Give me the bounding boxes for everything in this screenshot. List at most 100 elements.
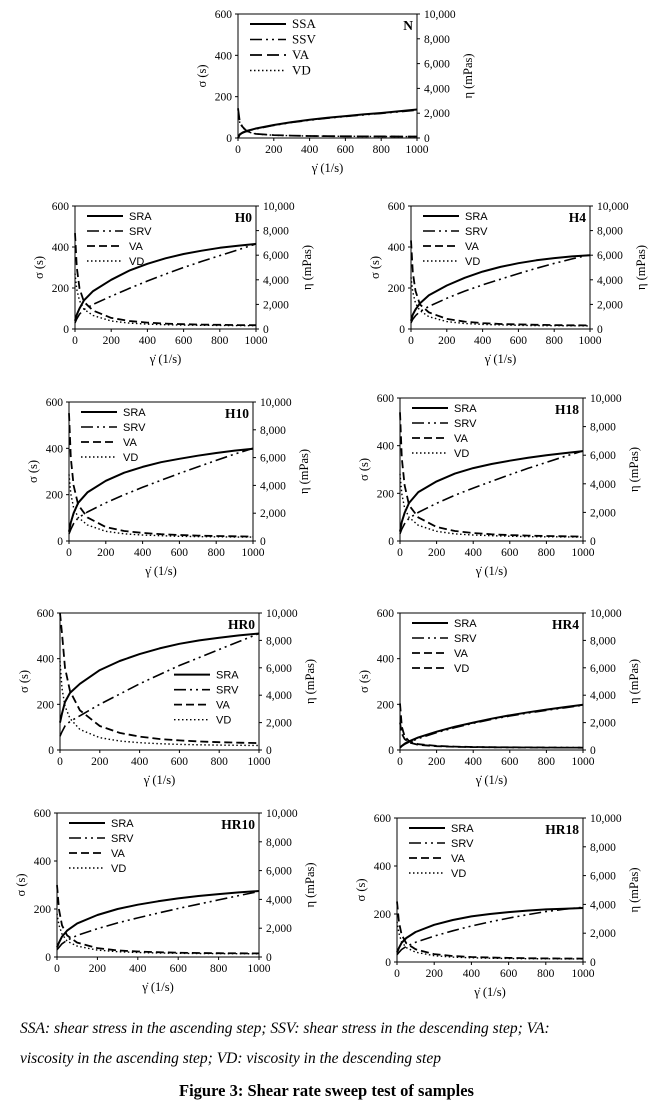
y2-tick-label: 6,000 (260, 453, 286, 465)
y-tick-label: 600 (388, 201, 406, 213)
y-tick-label: 400 (215, 50, 233, 62)
y2-axis-label: η (mPas) (634, 245, 648, 290)
legend-label: VD (454, 663, 469, 675)
y2-tick-label: 2,000 (263, 299, 289, 311)
y2-tick-label: 4,000 (597, 275, 623, 287)
x-tick-label: 1000 (248, 756, 271, 768)
legend: SRA SRV VA VD (81, 407, 146, 464)
y2-tick-label: 10,000 (260, 397, 292, 409)
y2-tick-label: 0 (266, 952, 272, 964)
y2-tick-label: 10,000 (266, 808, 298, 820)
x-tick-label: 1000 (248, 963, 271, 975)
y-tick-label: 200 (388, 283, 406, 295)
x-tick-label: 200 (91, 756, 109, 768)
legend-label: VA (111, 848, 126, 860)
y2-tick-label: 8,000 (424, 34, 450, 46)
y-axis-label: σ (s) (354, 878, 368, 901)
y2-tick-label: 0 (597, 324, 603, 336)
x-tick-label: 800 (546, 335, 564, 347)
y-tick-label: 600 (377, 608, 395, 620)
series-line-va (396, 901, 584, 960)
y-tick-label: 0 (63, 324, 69, 336)
panel-label: HR0 (228, 617, 255, 632)
legend: SRA SRV VA VD (409, 823, 474, 880)
series-line-srv (399, 450, 584, 535)
y2-tick-label: 8,000 (266, 837, 292, 849)
y-axis-label: σ (s) (368, 256, 382, 279)
y2-tick-label: 0 (266, 745, 272, 757)
legend: SRA SRV VA VD (69, 818, 134, 875)
y-tick-label: 200 (34, 904, 52, 916)
x-tick-label: 800 (538, 547, 556, 559)
series-line-vd (74, 273, 257, 327)
x-tick-label: 400 (139, 335, 157, 347)
legend: SRA SRV VA VD (423, 211, 488, 268)
panel-label: HR18 (545, 822, 579, 837)
legend-label: SRA (451, 823, 474, 835)
series-line-va (399, 412, 584, 538)
x-tick-label: 800 (211, 335, 229, 347)
legend-label: SSV (292, 32, 316, 47)
series-line-srv (399, 704, 584, 749)
x-tick-label: 0 (235, 144, 241, 156)
legend: SRA SRV VA VD (87, 211, 152, 268)
y2-tick-label: 4,000 (260, 480, 286, 492)
y-axis-label: σ (s) (32, 256, 46, 279)
series-line-sra (396, 907, 584, 953)
x-tick-label: 1000 (245, 335, 268, 347)
plot-frame (399, 612, 584, 751)
y2-axis-label: η (mPas) (627, 447, 641, 492)
y2-tick-label: 6,000 (597, 250, 623, 262)
figure-caption: SSA: shear stress in the ascending step;… (20, 1014, 635, 1074)
series-line-vd (399, 722, 584, 749)
legend-label: SRV (129, 226, 152, 238)
y2-tick-label: 2,000 (590, 928, 616, 940)
y2-tick-label: 0 (590, 745, 596, 757)
series-line-srv (68, 447, 254, 535)
y-tick-label: 0 (399, 324, 405, 336)
legend-label: VA (451, 853, 466, 865)
x-axis-label: γ̇ (1/s) (473, 985, 506, 999)
y2-tick-label: 2,000 (597, 299, 623, 311)
series-line-sra (410, 254, 591, 322)
legend-label: VA (129, 241, 144, 253)
x-tick-label: 0 (66, 547, 72, 559)
legend-label: VD (454, 448, 469, 460)
y-tick-label: 600 (52, 201, 70, 213)
x-tick-label: 0 (72, 335, 78, 347)
y2-axis-label: η (mPas) (627, 659, 641, 704)
chart-panel-h10: 0 200 400 600 800 1000020040060002,0004,0006,… (26, 397, 311, 578)
series-line-va (59, 612, 260, 744)
y2-tick-label: 10,000 (263, 201, 295, 213)
x-tick-label: 1000 (579, 335, 602, 347)
y-tick-label: 600 (46, 397, 64, 409)
x-tick-label: 800 (373, 144, 391, 156)
plot-frame (410, 205, 591, 330)
legend-label: SRV (216, 685, 239, 697)
y-axis-label: σ (s) (17, 670, 31, 693)
y2-tick-label: 2,000 (266, 718, 292, 730)
y-tick-label: 200 (215, 92, 233, 104)
y2-axis-label: η (mPas) (461, 53, 475, 98)
y-tick-label: 0 (388, 745, 394, 757)
x-tick-label: 200 (89, 963, 107, 975)
series-line-sra (56, 890, 260, 948)
series-line-vd (68, 474, 254, 538)
series-line-srv (396, 906, 584, 956)
y-axis-label: σ (s) (357, 458, 371, 481)
y-axis-label: σ (s) (14, 873, 28, 896)
y-tick-label: 400 (37, 654, 55, 666)
x-tick-label: 200 (428, 756, 446, 768)
chart-panel-hr4: 0 200 400 600 800 1000020040060002,0004,0006,… (357, 608, 641, 787)
legend-label: SRA (454, 618, 477, 630)
panel-label: H0 (235, 210, 253, 225)
x-tick-label: 600 (501, 547, 519, 559)
x-tick-label: 600 (171, 547, 189, 559)
y-tick-label: 400 (374, 861, 392, 873)
panel-label: H4 (569, 210, 587, 225)
x-tick-label: 600 (170, 963, 188, 975)
y2-tick-label: 0 (590, 957, 596, 969)
x-tick-label: 800 (538, 756, 556, 768)
y-tick-label: 0 (45, 952, 51, 964)
y2-tick-label: 4,000 (263, 275, 289, 287)
